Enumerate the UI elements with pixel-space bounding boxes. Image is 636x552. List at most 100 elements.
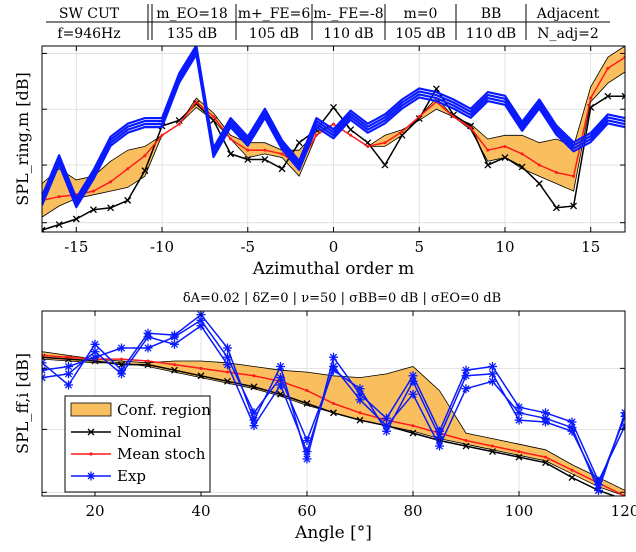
mean-marker — [146, 359, 150, 363]
exp-marker — [64, 369, 73, 379]
legend-swatch — [71, 428, 111, 436]
nominal-marker — [227, 150, 235, 158]
legend-swatch — [71, 452, 111, 456]
series-exp-line — [42, 46, 625, 200]
nominal-marker — [515, 453, 523, 461]
exp-marker — [329, 352, 338, 362]
axes-box — [41, 310, 626, 497]
nominal-marker — [381, 161, 389, 169]
exp-marker — [170, 330, 179, 340]
x-axis-label: Azimuthal order m — [252, 259, 414, 279]
series-exp-line — [42, 50, 625, 206]
exp-marker — [567, 417, 577, 427]
azimuthal-order-chart: -15 -10 -5 0 5 10 15 Azimuthal order m SPL_ring,… — [13, 45, 626, 279]
exp-marker — [90, 339, 100, 349]
nominal-marker — [72, 215, 80, 223]
exp-marker — [276, 380, 285, 390]
mean-marker — [252, 374, 256, 378]
legend: Conf. region Nominal Mean stoch Exp — [64, 395, 211, 493]
nominal-marker — [55, 221, 63, 229]
nominal-marker — [330, 409, 337, 417]
x-tick-label: 100 — [505, 502, 534, 520]
exp-marker — [488, 376, 497, 386]
legend-swatch — [70, 402, 112, 417]
mean-marker — [314, 133, 318, 137]
mean-marker — [67, 355, 70, 359]
nominal-marker — [261, 156, 269, 163]
exp-marker — [64, 380, 73, 390]
mean-marker — [503, 144, 507, 148]
x-tick-label: 120 — [611, 502, 636, 520]
mean-marker — [349, 133, 353, 137]
exp-marker — [408, 371, 418, 381]
mean-marker — [109, 180, 113, 184]
exp-marker — [408, 389, 418, 399]
mean-marker — [91, 189, 95, 193]
nominal-marker — [450, 111, 457, 119]
x-axis-label: Angle [°] — [294, 523, 372, 543]
nominal-marker — [197, 372, 205, 380]
mean-marker — [126, 167, 130, 171]
nominal-marker — [604, 92, 612, 100]
mean-marker — [332, 122, 335, 126]
exp-marker — [435, 426, 444, 436]
nominal-marker — [224, 377, 231, 385]
mean-marker — [589, 96, 593, 100]
mean-marker — [572, 174, 576, 178]
legend-label: Conf. region — [117, 401, 211, 419]
exp-marker — [514, 415, 524, 425]
mean-marker — [606, 66, 610, 70]
exp-marker — [170, 339, 179, 349]
x-tick-label: 10 — [495, 238, 514, 256]
header-cell: N_adj=2 — [537, 26, 599, 42]
header-cell: m-_FE=-8 — [313, 6, 383, 22]
nominal-marker — [192, 100, 200, 108]
nominal-marker — [107, 204, 115, 212]
header-table: SW CUT m_EO=18 m+_FE=6 m-_FE=-8 m=0 BB Adjacen… — [46, 4, 610, 42]
x-tick-label: 80 — [403, 502, 422, 520]
mean-marker — [143, 154, 147, 158]
exp-marker — [382, 426, 391, 436]
exp-marker — [276, 362, 285, 371]
x-tick-label: 40 — [191, 502, 210, 520]
exp-marker — [541, 408, 550, 418]
exp-marker — [514, 402, 524, 412]
x-tick-label: 60 — [297, 502, 316, 520]
exp-marker — [514, 408, 524, 418]
mean-marker — [229, 137, 233, 141]
exp-marker — [90, 352, 100, 362]
mean-marker — [57, 195, 61, 199]
header-cell: 105 dB — [249, 26, 299, 42]
nominal-marker — [303, 400, 311, 407]
mean-marker — [194, 100, 198, 104]
mean-marker — [226, 370, 229, 374]
exp-marker — [249, 415, 259, 425]
exp-marker — [117, 365, 126, 375]
exp-marker — [90, 347, 100, 357]
x-tick-label: 20 — [85, 502, 104, 520]
mean-marker — [173, 363, 176, 367]
mean-marker — [332, 402, 335, 405]
nominal-marker — [542, 459, 549, 467]
x-tick-label: 5 — [414, 238, 424, 256]
nominal-marker — [330, 103, 337, 111]
nominal-marker — [278, 165, 286, 173]
legend-label: Nominal — [117, 423, 182, 441]
mean-marker — [417, 115, 421, 119]
mean-marker — [366, 144, 370, 148]
nominal-marker — [621, 92, 625, 100]
mean-marker — [411, 424, 415, 428]
mean-marker — [520, 152, 524, 156]
nominal-marker — [552, 204, 560, 212]
parameters-line: δA=0.02 | δZ=0 | ν=50 | σBB=0 dB | σEO=0… — [183, 291, 501, 306]
exp-marker — [64, 362, 73, 371]
nominal-marker — [484, 161, 492, 169]
mean-marker — [400, 130, 404, 134]
header-cell: Adjacent — [536, 6, 600, 22]
mean-marker — [570, 468, 574, 472]
mean-marker — [246, 148, 250, 152]
exp-marker — [42, 358, 47, 368]
exp-marker — [223, 360, 232, 370]
x-tick-label: 15 — [581, 238, 600, 256]
exp-marker — [355, 395, 365, 405]
